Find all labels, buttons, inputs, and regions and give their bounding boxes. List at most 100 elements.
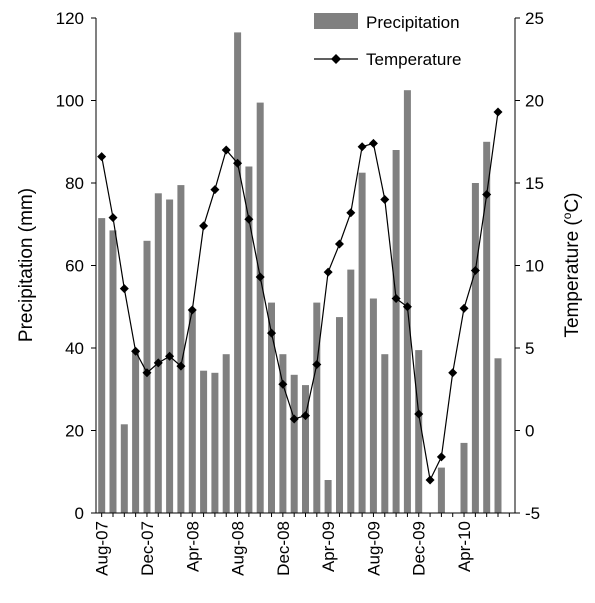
precipitation-bar <box>471 183 479 513</box>
right-tick-label: 5 <box>525 339 534 358</box>
precipitation-bar <box>392 150 400 513</box>
precipitation-bar <box>245 166 253 513</box>
legend-temperature-marker <box>331 54 341 64</box>
precipitation-bar <box>256 102 264 513</box>
precipitation-bar <box>336 317 343 513</box>
temperature-point <box>176 361 186 371</box>
precipitation-bar <box>403 90 411 513</box>
legend-temperature-label: Temperature <box>366 50 461 69</box>
precipitation-bar <box>369 298 377 513</box>
temperature-markers <box>97 107 503 485</box>
temperature-point <box>368 138 378 148</box>
temperature-point <box>448 368 458 378</box>
x-tick-label: Apr-08 <box>183 521 202 572</box>
temperature-point <box>108 213 118 223</box>
x-axis-ticks: Aug-07 Dec-07 Apr-08 Aug-08 Dec-08 Apr-09 Aug-… <box>93 513 510 576</box>
temperature-point <box>187 305 197 315</box>
temperature-point <box>210 185 220 195</box>
legend-precipitation-label: Precipitation <box>366 13 460 32</box>
precipitation-bar <box>302 385 309 513</box>
temperature-point <box>402 302 412 312</box>
right-axis-title-main: Temperature ( <box>562 219 583 338</box>
left-axis-ticks: 0 20 40 60 80 100 120 <box>56 9 96 523</box>
left-tick-label: 40 <box>65 339 84 358</box>
precipitation-bar <box>177 185 185 513</box>
left-tick-label: 60 <box>65 257 84 276</box>
precipitation-bar <box>347 269 355 513</box>
precipitation-bar <box>132 352 140 513</box>
temperature-point <box>244 214 254 224</box>
temperature-point <box>97 152 107 162</box>
left-tick-label: 0 <box>75 504 84 523</box>
legend-precipitation-swatch <box>314 13 358 29</box>
temperature-series <box>97 107 503 485</box>
right-tick-label: 15 <box>525 174 544 193</box>
temperature-point <box>131 346 141 356</box>
precipitation-bar <box>460 442 468 513</box>
temperature-point <box>301 411 310 421</box>
temperature-point <box>153 358 163 368</box>
precipitation-bar <box>154 193 162 514</box>
temperature-point <box>482 190 492 200</box>
temperature-point <box>493 107 503 117</box>
precipitation-bar <box>415 350 423 513</box>
precipitation-bar <box>222 354 230 513</box>
axes: 0 20 40 60 80 100 120 -5 0 5 10 15 20 25 Aug-07 Dec-0… <box>56 9 544 576</box>
left-axis-title: Precipitation (mm) <box>16 188 37 342</box>
temperature-point <box>199 221 209 231</box>
temperature-point <box>233 158 243 168</box>
precipitation-bar <box>313 302 321 513</box>
x-tick-label: Dec-08 <box>274 521 293 576</box>
temperature-point <box>312 360 322 369</box>
precipitation-bar <box>268 302 275 513</box>
temperature-point <box>459 303 469 313</box>
right-tick-label: 10 <box>525 257 544 276</box>
temperature-point <box>436 452 446 462</box>
precipitation-bar <box>279 354 287 513</box>
temperature-point <box>380 195 390 204</box>
plot-area <box>97 32 503 514</box>
x-tick-label: Aug-07 <box>93 521 112 576</box>
right-tick-label: -5 <box>525 504 540 523</box>
right-tick-label: 25 <box>525 9 544 28</box>
temperature-point <box>425 475 435 485</box>
precipitation-bar <box>200 370 208 513</box>
precipitation-bar <box>98 218 106 513</box>
temperature-point <box>414 409 424 419</box>
precipitation-bar <box>290 374 298 513</box>
legend: Precipitation Temperature <box>314 13 461 69</box>
temperature-point <box>267 328 277 338</box>
precipitation-bar <box>234 32 242 514</box>
precipitation-bar <box>211 372 219 514</box>
precipitation-bar <box>381 354 389 513</box>
temperature-point <box>221 145 231 155</box>
right-axis-title: Temperature (oC) <box>560 192 583 337</box>
temperature-point <box>278 379 288 389</box>
right-axis-title-superscript: o <box>560 212 574 219</box>
right-tick-label: 20 <box>525 92 544 111</box>
precipitation-bar <box>494 358 502 513</box>
temperature-point <box>391 294 401 303</box>
temperature-point <box>323 267 333 277</box>
temperature-point <box>255 272 265 282</box>
x-tick-label: Apr-09 <box>319 521 338 572</box>
temperature-point <box>289 414 299 424</box>
temperature-point <box>470 265 480 275</box>
temperature-point <box>165 351 175 361</box>
temperature-point <box>334 239 344 249</box>
temperature-point <box>142 368 152 378</box>
precipitation-bar <box>188 310 196 513</box>
right-axis-ticks: -5 0 5 10 15 20 25 <box>515 9 544 523</box>
x-tick-label: Dec-07 <box>138 521 157 576</box>
right-tick-label: 0 <box>525 422 534 441</box>
x-tick-label: Apr-10 <box>455 521 474 572</box>
temperature-point <box>346 208 356 218</box>
left-tick-label: 120 <box>56 9 84 28</box>
x-tick-label: Aug-09 <box>364 521 383 576</box>
temperature-point <box>357 142 367 152</box>
left-tick-label: 100 <box>56 92 84 111</box>
precipitation-bar <box>437 467 445 513</box>
precipitation-bar <box>324 480 332 513</box>
x-tick-label: Dec-09 <box>410 521 429 576</box>
